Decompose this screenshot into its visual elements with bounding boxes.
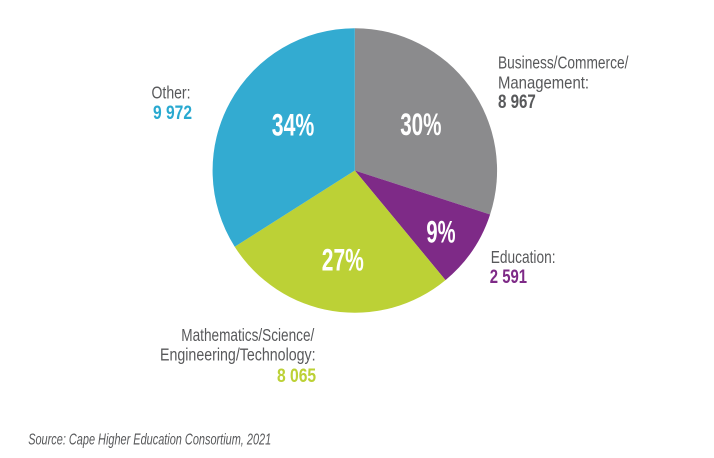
svg-text:9%: 9%	[426, 214, 455, 249]
svg-text:Education:: Education:	[491, 247, 556, 267]
svg-text:2 591: 2 591	[490, 267, 528, 288]
svg-text:8 967: 8 967	[498, 92, 536, 113]
svg-text:Source: Cape Higher Education: Source: Cape Higher Education Consortium…	[28, 431, 271, 448]
svg-text:9 972: 9 972	[153, 103, 192, 124]
svg-text:Engineering/Technology:: Engineering/Technology:	[160, 345, 316, 365]
svg-text:Mathematics/Science/: Mathematics/Science/	[181, 325, 314, 345]
svg-text:Business/Commerce/: Business/Commerce/	[498, 52, 629, 72]
svg-text:Management:: Management:	[498, 72, 589, 92]
svg-text:27%: 27%	[322, 243, 364, 278]
svg-text:30%: 30%	[400, 107, 441, 142]
svg-text:34%: 34%	[272, 107, 315, 142]
svg-text:Other:: Other:	[152, 82, 191, 102]
svg-text:8 065: 8 065	[277, 366, 316, 387]
